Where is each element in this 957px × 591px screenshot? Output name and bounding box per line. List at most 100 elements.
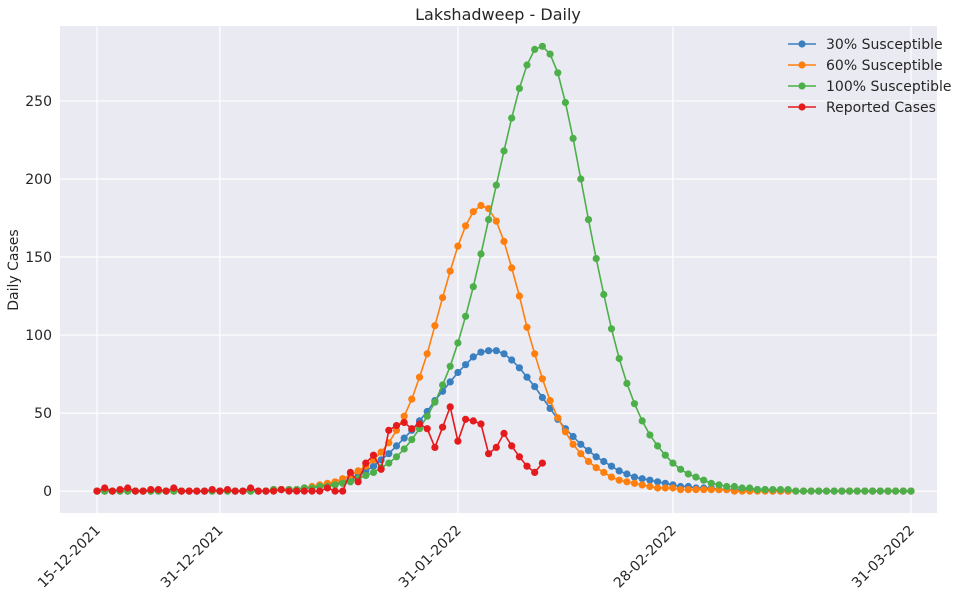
data-point <box>776 486 785 494</box>
data-point <box>354 478 362 486</box>
x-tick-label: 31-12-2021 <box>158 523 227 591</box>
data-point <box>469 283 477 291</box>
data-point <box>700 476 708 484</box>
data-point <box>646 482 654 491</box>
x-tick-label: 31-01-2022 <box>396 523 465 591</box>
data-point <box>431 322 439 330</box>
data-point <box>538 393 547 402</box>
data-point <box>423 425 431 433</box>
data-point <box>431 398 439 406</box>
data-point <box>308 487 316 495</box>
data-point <box>700 486 708 494</box>
data-point <box>469 353 477 361</box>
data-point <box>654 484 662 492</box>
data-point <box>446 362 454 370</box>
data-point <box>485 450 493 458</box>
data-point <box>439 294 447 302</box>
data-point <box>316 487 324 495</box>
data-point <box>600 457 608 466</box>
data-point <box>239 487 247 495</box>
y-tick-label: 200 <box>25 172 52 188</box>
data-point <box>124 484 132 492</box>
data-point <box>454 242 462 250</box>
data-point <box>331 481 339 489</box>
data-point <box>538 459 547 467</box>
data-point <box>592 453 600 461</box>
legend-label: 60% Susceptible <box>826 58 943 74</box>
series-3 <box>93 403 547 495</box>
data-point <box>523 462 531 470</box>
y-tick-label: 150 <box>25 250 52 266</box>
data-point <box>477 250 485 258</box>
data-point <box>630 479 639 487</box>
data-point <box>346 468 354 476</box>
data-point <box>477 348 485 356</box>
legend-entry: Reported Cases <box>788 100 936 116</box>
data-point <box>569 432 577 441</box>
data-point <box>684 486 692 494</box>
data-point <box>446 378 454 386</box>
legend-entry: 60% Susceptible <box>788 58 943 74</box>
data-point <box>492 217 500 225</box>
data-point <box>546 50 554 58</box>
data-point <box>830 487 838 495</box>
data-point <box>508 264 516 272</box>
data-point <box>193 487 201 495</box>
data-point <box>285 487 293 495</box>
data-point <box>446 403 454 411</box>
data-point <box>116 486 124 494</box>
legend-entry: 30% Susceptible <box>788 37 943 53</box>
data-point <box>607 473 616 481</box>
x-tick-label: 31-03-2022 <box>849 523 918 591</box>
data-point <box>231 487 239 495</box>
data-point <box>170 484 178 492</box>
legend-label: 100% Susceptible <box>826 79 952 95</box>
data-point <box>462 415 470 423</box>
data-point <box>377 448 385 456</box>
data-point <box>154 486 162 494</box>
data-point <box>630 400 639 408</box>
data-point <box>492 181 500 189</box>
data-point <box>354 467 362 475</box>
data-point <box>462 312 470 320</box>
data-point <box>216 487 224 495</box>
data-point <box>615 354 623 363</box>
data-point <box>462 222 470 230</box>
data-point <box>331 487 339 495</box>
data-point <box>846 487 854 495</box>
data-point <box>799 487 808 495</box>
y-axis-label: Daily Cases <box>6 229 22 310</box>
data-point <box>515 453 524 461</box>
data-point <box>400 445 408 453</box>
data-point <box>523 373 531 381</box>
legend: 30% Susceptible 60% Susceptible 100% Susce… <box>788 37 952 116</box>
data-point <box>899 487 907 495</box>
data-point <box>561 98 570 107</box>
data-point <box>423 350 431 358</box>
data-point <box>600 290 608 299</box>
data-point <box>185 487 193 495</box>
data-point <box>669 459 677 467</box>
data-point <box>446 267 454 275</box>
data-point <box>500 147 508 155</box>
data-point <box>408 425 416 433</box>
data-point <box>139 487 147 495</box>
data-point <box>400 434 408 442</box>
data-point <box>208 486 216 494</box>
data-point <box>607 462 616 470</box>
data-point <box>162 487 170 495</box>
data-point <box>822 487 831 495</box>
data-point <box>508 114 516 122</box>
data-point <box>684 470 692 478</box>
data-point <box>769 486 777 494</box>
data-point <box>108 487 116 495</box>
legend-entry: 100% Susceptible <box>788 79 952 95</box>
data-point <box>638 417 646 425</box>
data-point <box>523 61 531 69</box>
data-point <box>646 431 654 439</box>
data-point <box>492 347 500 355</box>
data-point <box>623 379 631 387</box>
legend-marker <box>798 82 806 90</box>
data-point <box>584 457 593 466</box>
